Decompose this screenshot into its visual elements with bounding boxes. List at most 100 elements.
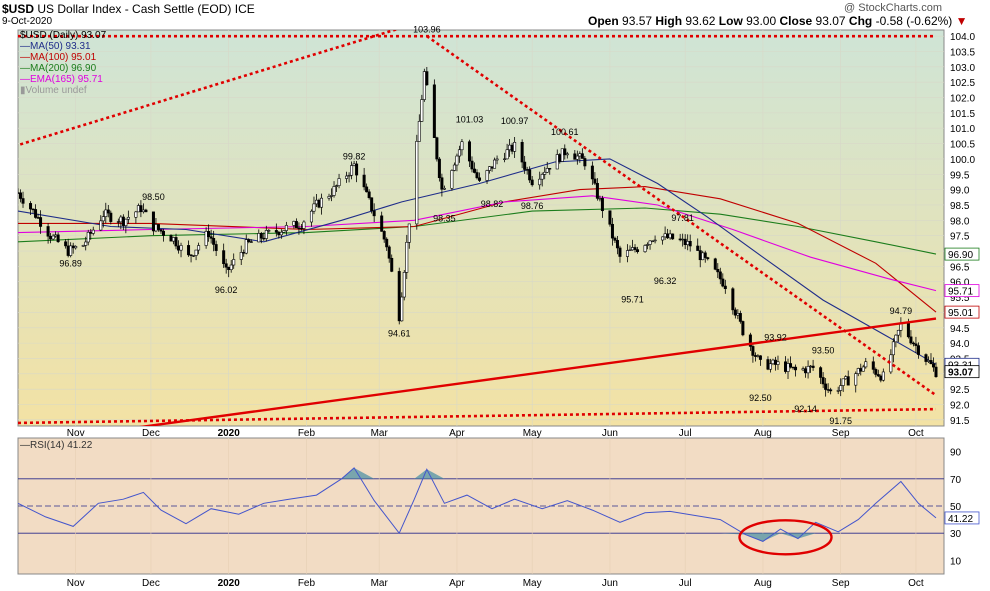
candle-body — [139, 205, 143, 213]
candle-body — [302, 221, 306, 229]
candle-body — [909, 336, 913, 344]
candle-body — [124, 218, 128, 226]
candle-body — [372, 210, 376, 217]
price-y-tick-label: 94.0 — [950, 339, 970, 350]
candle-body — [768, 363, 772, 370]
candle-body — [262, 237, 266, 240]
candle-body — [330, 195, 334, 197]
candle-body — [758, 355, 762, 360]
candle-body — [738, 313, 742, 322]
trend-line — [426, 35, 937, 397]
candle-body — [839, 385, 843, 391]
price-annotation: 91.75 — [829, 416, 852, 426]
candle-body — [350, 165, 354, 176]
candle-body — [467, 141, 471, 162]
candle-body — [69, 245, 73, 256]
candle-body — [161, 230, 165, 236]
price-annotation: 92.50 — [749, 393, 772, 403]
candle-body — [440, 177, 444, 190]
candle-body — [721, 278, 725, 287]
candle-body — [889, 354, 893, 373]
price-y-tick-label: 102.5 — [950, 78, 975, 89]
legend-ema165: —EMA(165) 95.71 — [20, 74, 103, 85]
rsi-x-tick-label: Nov — [67, 578, 85, 589]
rsi-x-tick-label: Mar — [371, 578, 389, 589]
candle-body — [54, 234, 58, 237]
candle-body — [345, 175, 349, 179]
candle-body — [784, 361, 788, 372]
candle-body — [698, 250, 702, 261]
candle-body — [786, 363, 790, 372]
candle-body — [297, 227, 301, 230]
candle-body — [279, 231, 283, 236]
candle-body — [610, 223, 614, 239]
rsi-y-tick-label: 30 — [950, 529, 962, 540]
candle-body — [914, 343, 918, 346]
candle-body — [174, 237, 178, 247]
candle-body — [81, 245, 85, 247]
rsi-x-tick-label: Oct — [908, 578, 924, 589]
candle-body — [600, 197, 604, 212]
candle-body — [608, 210, 612, 225]
legend-ema165-label: EMA(165) 95.71 — [30, 74, 103, 85]
candle-body — [861, 366, 865, 372]
candle-body — [736, 313, 740, 316]
candle-body — [189, 254, 193, 256]
candle-body — [891, 341, 895, 356]
candle-body — [896, 329, 900, 336]
candle-body — [876, 374, 880, 377]
candle-body — [352, 163, 356, 166]
candle-body — [538, 178, 542, 186]
candle-body — [706, 257, 710, 260]
candle-body — [789, 363, 793, 368]
candle-body — [362, 174, 366, 188]
price-x-tick-label: May — [523, 428, 542, 439]
chg-label: Chg — [848, 14, 873, 28]
ma50-line — [18, 158, 937, 365]
candle-body — [415, 141, 419, 225]
candle-body — [151, 211, 155, 232]
rsi-highlight-ellipse — [738, 519, 833, 556]
price-annotation: 93.50 — [812, 345, 835, 355]
candle-body — [470, 160, 474, 170]
candle-body — [801, 368, 805, 371]
candle-body — [229, 264, 233, 270]
close-value: 93.07 — [815, 14, 846, 28]
candle-body — [615, 240, 619, 249]
candle-body — [299, 227, 303, 230]
price-y-tick-label: 96.5 — [950, 262, 970, 273]
candle-body — [671, 233, 675, 240]
price-annotation: 98.50 — [142, 192, 165, 202]
candle-body — [247, 239, 251, 242]
candle-body — [856, 368, 860, 374]
candle-body — [493, 159, 497, 169]
candle-body — [365, 186, 369, 193]
candle-body — [56, 234, 60, 243]
price-y-tick-label: 94.5 — [950, 324, 970, 335]
legend-ma50-label: MA(50) 93.31 — [30, 41, 91, 52]
price-x-tick-label: Sep — [832, 428, 850, 439]
candle-body — [337, 178, 341, 186]
rsi-value-tag-box — [944, 511, 980, 525]
chg-value: -0.58 (-0.62%) — [875, 14, 953, 28]
candle-body — [663, 233, 667, 238]
rsi-x-tick-label: Sep — [832, 578, 850, 589]
candle-body — [257, 233, 261, 243]
candle-body — [773, 359, 777, 365]
candle-body — [104, 209, 108, 217]
price-annotation: 101.03 — [456, 114, 484, 124]
price-x-tick-label: Aug — [754, 428, 772, 439]
candle-body — [121, 216, 125, 226]
candle-body — [387, 246, 391, 259]
price-annotation: 94.79 — [890, 306, 913, 316]
candle-body — [116, 221, 120, 223]
ema165-line — [18, 195, 937, 292]
candle-body — [618, 247, 622, 257]
candle-body — [259, 233, 263, 239]
candle-body — [309, 210, 313, 223]
candle-body — [844, 376, 848, 380]
candle-body — [21, 198, 25, 204]
price-y-tick-label: 101.5 — [950, 109, 975, 120]
candle-body — [204, 231, 208, 246]
candle-body — [159, 229, 163, 232]
